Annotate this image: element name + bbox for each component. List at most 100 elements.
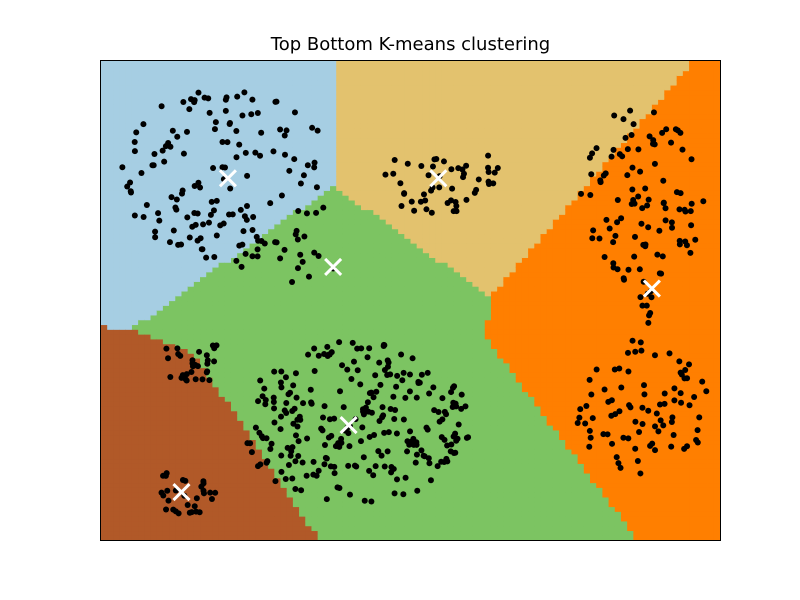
region-cell xyxy=(360,209,368,215)
region-cell xyxy=(385,338,393,345)
region-cell xyxy=(243,243,251,249)
region-cell xyxy=(336,334,344,340)
region-cell xyxy=(305,381,313,388)
region-cell xyxy=(138,161,145,167)
region-cell xyxy=(200,372,207,378)
region-cell xyxy=(367,70,374,76)
region-cell xyxy=(230,252,238,258)
region-cell xyxy=(367,190,374,196)
region-cell xyxy=(119,429,127,436)
region-cell xyxy=(101,386,108,393)
region-cell xyxy=(224,343,232,349)
region-cell xyxy=(237,123,244,129)
region-cell xyxy=(385,377,393,383)
region-cell xyxy=(385,401,393,407)
region-cell xyxy=(200,243,207,249)
region-cell xyxy=(330,506,337,512)
region-cell xyxy=(373,357,381,364)
region-cell xyxy=(330,516,337,522)
region-cell xyxy=(249,444,257,450)
region-cell xyxy=(311,238,319,244)
region-cell xyxy=(317,463,325,469)
region-cell xyxy=(305,228,313,235)
region-cell xyxy=(212,185,220,191)
region-cell xyxy=(274,377,282,383)
region-cell xyxy=(138,386,145,393)
region-cell xyxy=(317,434,325,441)
region-cell xyxy=(193,266,201,273)
region-cell xyxy=(280,61,288,67)
region-cell xyxy=(107,266,114,273)
region-cell xyxy=(187,353,195,359)
region-cell xyxy=(261,391,269,397)
region-cell xyxy=(311,448,319,455)
region-cell xyxy=(336,65,344,72)
region-cell xyxy=(107,530,114,536)
region-cell xyxy=(230,147,238,153)
region-cell xyxy=(379,156,387,163)
region-cell xyxy=(243,295,251,302)
region-cell xyxy=(261,348,269,354)
region-cell xyxy=(336,530,344,536)
region-cell xyxy=(268,209,275,215)
region-cell xyxy=(336,161,344,167)
region-cell xyxy=(206,204,214,211)
region-cell xyxy=(150,367,158,373)
region-cell xyxy=(206,223,214,230)
region-cell xyxy=(150,516,158,522)
region-cell xyxy=(391,425,399,431)
region-cell xyxy=(379,166,387,172)
region-cell xyxy=(144,501,152,508)
region-cell xyxy=(404,516,412,522)
region-cell xyxy=(138,377,145,383)
region-cell xyxy=(187,84,195,91)
region-cell xyxy=(150,334,158,340)
region-cell xyxy=(336,137,344,144)
region-cell xyxy=(354,496,362,503)
region-cell xyxy=(187,185,195,191)
region-cell xyxy=(206,468,214,474)
region-cell xyxy=(342,171,350,177)
region-cell xyxy=(354,377,362,383)
region-cell xyxy=(373,492,381,498)
region-cell xyxy=(230,137,238,144)
region-cell xyxy=(391,343,399,349)
region-cell xyxy=(261,295,269,302)
region-cell xyxy=(101,238,108,244)
region-cell xyxy=(330,429,337,436)
region-cell xyxy=(274,496,282,503)
region-cell xyxy=(156,271,164,278)
region-cell xyxy=(292,180,300,187)
region-cell xyxy=(330,247,337,254)
region-cell xyxy=(311,118,319,124)
region-cell xyxy=(150,118,158,124)
region-cell xyxy=(224,132,232,139)
region-cell xyxy=(255,113,263,120)
region-cell xyxy=(138,247,145,254)
region-cell xyxy=(249,300,257,306)
region-cell xyxy=(119,367,127,373)
region-cell xyxy=(261,324,269,330)
region-cell xyxy=(218,516,226,522)
region-cell xyxy=(131,80,139,86)
region-cell xyxy=(305,310,313,316)
region-cell xyxy=(391,219,399,225)
region-cell xyxy=(280,166,288,172)
region-cell xyxy=(398,429,405,436)
region-cell xyxy=(218,405,226,412)
region-cell xyxy=(187,123,195,129)
region-cell xyxy=(237,391,244,397)
region-cell xyxy=(237,175,244,182)
region-cell xyxy=(342,377,350,383)
region-cell xyxy=(268,175,275,182)
region-cell xyxy=(391,271,399,278)
region-cell xyxy=(107,262,114,268)
region-cell xyxy=(119,448,127,455)
region-cell xyxy=(162,281,170,287)
region-cell xyxy=(113,310,121,316)
region-cell xyxy=(255,448,263,455)
region-cell xyxy=(398,113,405,120)
region-cell xyxy=(138,128,145,134)
region-cell xyxy=(212,425,220,431)
